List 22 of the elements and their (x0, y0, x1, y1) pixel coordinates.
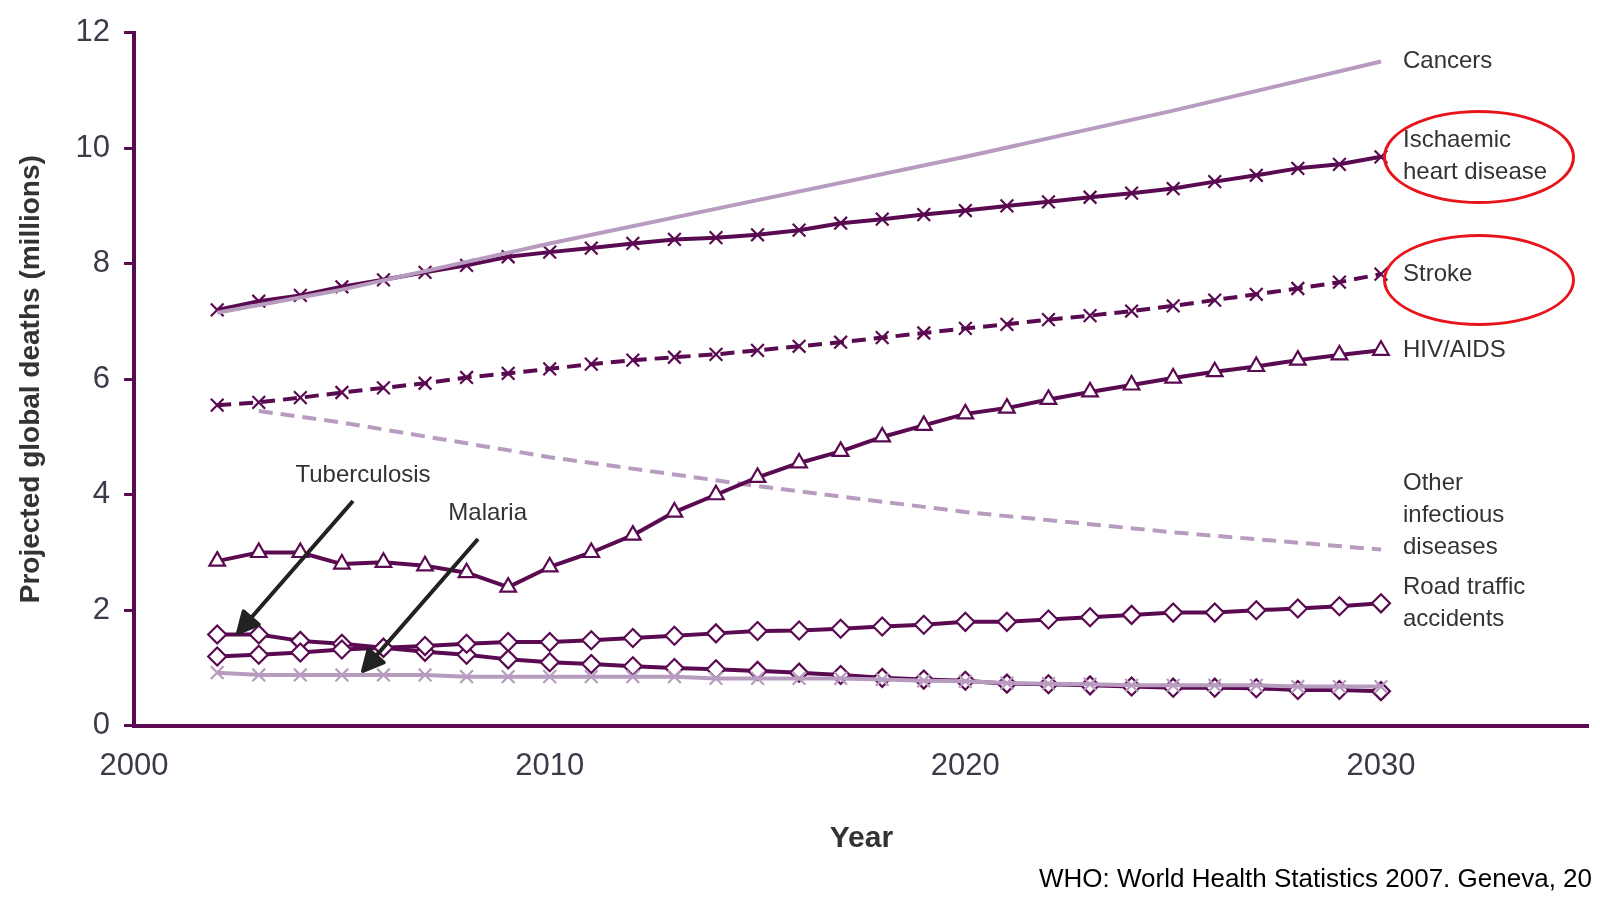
y-tick-label: 0 (92, 706, 111, 742)
y-axis-title: Projected global deaths (millions) (13, 155, 45, 604)
annotation: Malaria (448, 497, 528, 525)
text: WHO: World Health Statistics 2007. Geneva, 20 (1039, 863, 1592, 893)
series-label: Ischaemic heart disease (1402, 125, 1548, 185)
y-tick-label: 6 (92, 359, 111, 395)
y-tick-label: 10 (75, 128, 111, 164)
series-label: Cancers (1402, 46, 1493, 74)
x-tick-label: 2010 (515, 746, 585, 782)
series-label: HIV/AIDS (1402, 334, 1506, 362)
annotation: Tuberculosis (295, 460, 431, 487)
y-tick-label: 4 (92, 475, 111, 511)
x-tick-label: 2020 (930, 746, 1000, 782)
x-tick-label: 2000 (99, 746, 169, 782)
series-label: Road traffic accidents (1402, 571, 1526, 631)
x-axis-title: Year (829, 820, 894, 854)
series-label: Stroke (1402, 258, 1473, 286)
x-tick-label: 2030 (1346, 746, 1416, 782)
y-tick-label: 8 (92, 244, 111, 280)
y-tick-label: 2 (92, 590, 111, 626)
series-label: Other infectious diseases (1402, 467, 1505, 559)
y-tick-label: 12 (75, 13, 111, 49)
